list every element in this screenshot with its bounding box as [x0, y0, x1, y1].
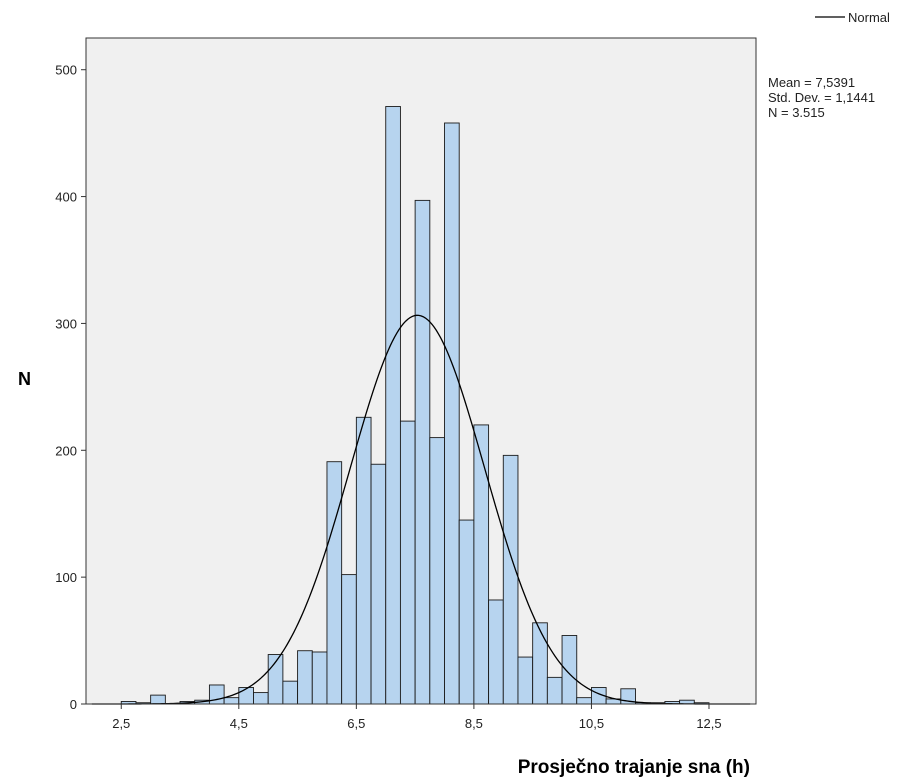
histogram-bar [546, 676, 563, 705]
histogram-bar [385, 106, 401, 705]
x-axis: 2,5 4,5 6,5 8,5 10,5 12,5 [112, 704, 722, 731]
histogram-bar [341, 574, 357, 705]
x-tick-label: 2,5 [112, 716, 130, 731]
y-tick-label: 100 [55, 570, 77, 585]
histogram-bar [282, 680, 299, 705]
histogram-bar [208, 684, 225, 705]
histogram-bar [502, 454, 519, 705]
x-tick-label: 8,5 [465, 716, 483, 731]
histogram-bar [414, 199, 431, 705]
y-tick-label: 500 [55, 63, 77, 78]
y-axis-title: N [18, 369, 31, 389]
histogram-bar [517, 656, 534, 705]
histogram-bar [311, 651, 328, 705]
bars-layer [120, 106, 710, 705]
stat-n: N = 3.515 [768, 105, 825, 120]
histogram-bar [532, 622, 548, 705]
histogram-bar [297, 650, 313, 705]
x-tick-label: 12,5 [696, 716, 721, 731]
histogram-bar [399, 420, 416, 705]
x-tick-label: 10,5 [579, 716, 604, 731]
x-tick-label: 4,5 [230, 716, 248, 731]
stat-std-dev: Std. Dev. = 1,1441 [768, 90, 875, 105]
y-tick-label: 200 [55, 443, 77, 458]
normal-curve [91, 314, 751, 705]
histogram-bar [458, 519, 475, 705]
histogram-bar [370, 463, 387, 705]
histogram-bar [488, 599, 504, 705]
plot-frame [85, 37, 757, 705]
histogram-bar [238, 687, 254, 705]
histogram-bar [326, 461, 343, 705]
y-tick-label: 400 [55, 190, 77, 205]
histogram-bar [444, 122, 460, 705]
legend-label-normal: Normal [848, 10, 890, 25]
stats-box: Mean = 7,5391 Std. Dev. = 1,1441 N = 3.5… [768, 75, 875, 120]
legend: Normal [815, 10, 890, 25]
histogram-bar [150, 694, 166, 705]
stat-mean: Mean = 7,5391 [768, 75, 855, 90]
histogram-bar [223, 697, 240, 705]
x-axis-title: Prosječno trajanje sna (h) [518, 757, 750, 778]
y-tick-label: 0 [70, 697, 77, 712]
histogram-bar [355, 416, 372, 705]
histogram-bar [576, 697, 592, 705]
y-tick-label: 300 [55, 316, 77, 331]
histogram-bar [429, 437, 445, 705]
histogram-bar [253, 692, 269, 705]
x-tick-label: 6,5 [347, 716, 365, 731]
y-axis: 0 100 200 300 400 500 [55, 63, 86, 712]
histogram-bar [473, 424, 490, 705]
histogram-bar [561, 635, 578, 705]
